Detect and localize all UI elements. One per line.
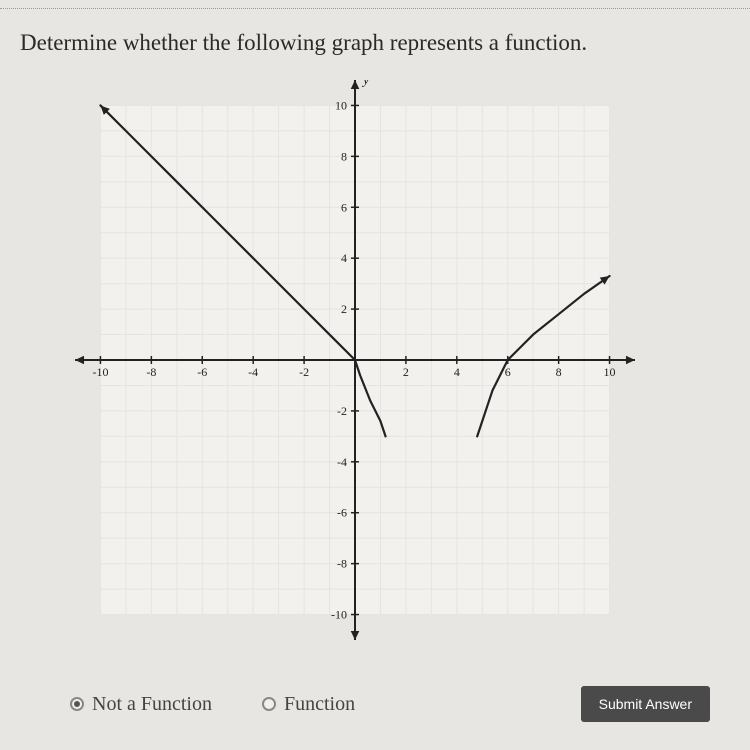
option-label: Function xyxy=(284,693,355,716)
option-function[interactable]: Function xyxy=(262,693,355,716)
option-not-function[interactable]: Not a Function xyxy=(70,693,212,716)
svg-text:-10: -10 xyxy=(331,608,347,622)
svg-text:8: 8 xyxy=(556,365,562,379)
submit-button[interactable]: Submit Answer xyxy=(581,686,710,722)
svg-text:-10: -10 xyxy=(92,365,108,379)
svg-text:10: 10 xyxy=(604,365,616,379)
svg-text:y: y xyxy=(361,80,370,88)
svg-text:-8: -8 xyxy=(337,557,347,571)
radio-icon xyxy=(262,697,276,711)
graph-chart: -10-8-6-4-2246810-10-8-6-4-2246810xy xyxy=(75,80,635,640)
question-text: Determine whether the following graph re… xyxy=(20,30,587,56)
option-label: Not a Function xyxy=(92,693,212,716)
svg-text:-6: -6 xyxy=(337,506,347,520)
svg-text:4: 4 xyxy=(341,251,347,265)
svg-text:-8: -8 xyxy=(146,365,156,379)
svg-text:4: 4 xyxy=(454,365,460,379)
answer-row: Not a Function Function Submit Answer xyxy=(70,686,710,722)
radio-icon xyxy=(70,697,84,711)
svg-text:2: 2 xyxy=(403,365,409,379)
svg-text:2: 2 xyxy=(341,302,347,316)
svg-text:-2: -2 xyxy=(337,404,347,418)
svg-text:-6: -6 xyxy=(197,365,207,379)
svg-text:6: 6 xyxy=(341,200,347,214)
svg-text:8: 8 xyxy=(341,149,347,163)
page-divider xyxy=(0,8,750,9)
svg-text:-2: -2 xyxy=(299,365,309,379)
svg-text:6: 6 xyxy=(505,365,511,379)
svg-text:-4: -4 xyxy=(337,455,347,469)
svg-text:-4: -4 xyxy=(248,365,258,379)
svg-text:10: 10 xyxy=(335,98,347,112)
